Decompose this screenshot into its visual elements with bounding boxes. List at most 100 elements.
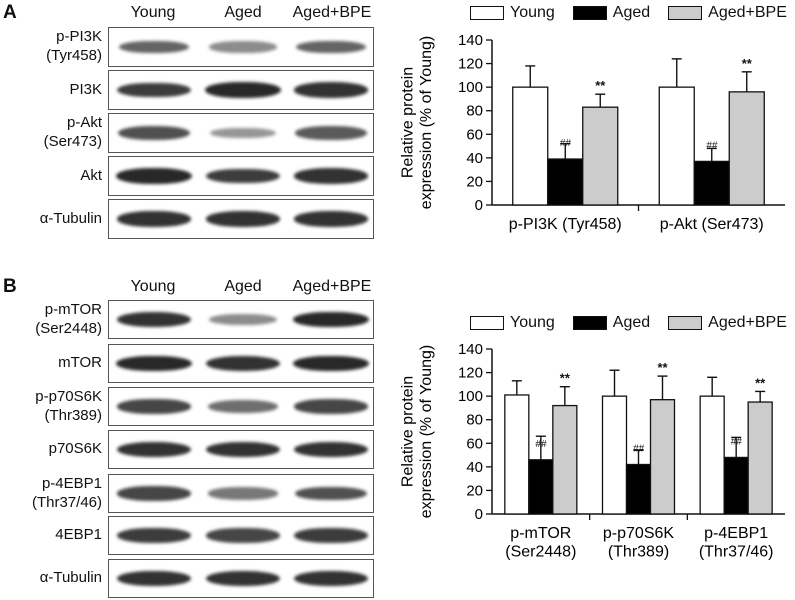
- x-category-label: p-Akt (Ser473): [660, 216, 764, 233]
- y-axis-label-line: Relative protein: [399, 376, 416, 487]
- y-tick-label: 100: [458, 79, 483, 96]
- blot-row-label-p-pi3k-tyr458: p-PI3K (Tyr458): [0, 27, 102, 65]
- blot-band: [293, 355, 369, 372]
- blot-band: [293, 570, 369, 587]
- blot-row-label-line: p70S6K: [48, 440, 102, 457]
- y-tick-label: 120: [458, 56, 483, 73]
- blot-row-label-line: (Thr389): [44, 406, 102, 424]
- legend-a-aged: Aged: [572, 2, 651, 24]
- significance-mark: ##: [535, 439, 547, 450]
- chart-b: Relative proteinexpression (% of Young) 0…: [399, 341, 785, 560]
- significance-mark: **: [755, 375, 766, 390]
- x-category-label: p-PI3K (Tyr458): [509, 216, 622, 233]
- blot-band: [116, 311, 192, 328]
- y-tick-label: 0: [475, 506, 483, 523]
- blot-band: [118, 40, 190, 54]
- blot-band: [293, 211, 369, 227]
- blot-row-label-line: p-Akt: [66, 114, 102, 131]
- blot-band: [116, 441, 192, 458]
- blot-band: [205, 570, 281, 587]
- bar-aged-bpe-2: [728, 91, 765, 206]
- legend-a-young-label: Young: [510, 4, 555, 21]
- bar-young-1: [504, 394, 530, 515]
- blot-row-label-p-mtor-ser2448: p-mTOR (Ser2448): [0, 300, 102, 338]
- y-tick-label: 120: [458, 365, 483, 382]
- blot-band: [117, 82, 191, 98]
- panel-a-letter: A: [3, 2, 17, 23]
- blot-strip-pi3k: [108, 70, 374, 110]
- x-category-label-line: (Thr37/46): [699, 543, 774, 560]
- blot-band: [293, 82, 369, 98]
- blot-band: [209, 313, 277, 326]
- bar-aged-1: [547, 158, 584, 206]
- blot-band: [208, 400, 278, 413]
- blot-band: [205, 211, 281, 227]
- significance-mark: ##: [560, 138, 572, 149]
- x-category-label-line: (Ser2448): [505, 543, 576, 560]
- blot-row-label-line: Akt: [80, 166, 102, 184]
- blot-row-label-4ebp1: 4EBP1: [0, 525, 102, 544]
- blot-row-label-mtor: mTOR: [0, 353, 102, 372]
- legend-a-aged-bpe: Aged+BPE: [668, 2, 787, 24]
- legend-a: Young Aged Aged+BPE: [470, 2, 790, 24]
- blot-b-header-aged: Aged: [224, 278, 262, 295]
- blot-band: [206, 168, 280, 184]
- blot-a-header-aged-bpe: Aged+BPE: [292, 4, 372, 21]
- blot-band: [116, 168, 192, 184]
- blot-strip-p-p70s6k-thr389: [108, 387, 374, 426]
- blot-strip-p-akt-ser473: [108, 113, 374, 153]
- legend-swatch-young: [470, 316, 504, 330]
- bar-young-3: [699, 395, 725, 515]
- blot-a-header-aged: Aged: [224, 4, 262, 21]
- blot-band: [116, 570, 192, 587]
- blot-row-label-pi3k: PI3K: [0, 80, 102, 99]
- x-category-label-line: p-Akt (Ser473): [660, 216, 764, 233]
- y-tick-label: 20: [466, 482, 483, 499]
- y-axis-label-line: Relative protein: [399, 67, 416, 178]
- legend-b-aged-label: Aged: [612, 314, 651, 331]
- y-axis-label: Relative proteinexpression (% of Young): [399, 36, 434, 209]
- bar-aged-bpe-3: [747, 401, 773, 515]
- blot-strip-tubulin: [108, 559, 374, 598]
- y-tick-label: 80: [466, 412, 483, 429]
- blot-row-label-line: (Ser2448): [35, 319, 102, 337]
- x-category-label-line: p-p70S6K: [603, 525, 674, 542]
- significance-mark: **: [742, 56, 753, 71]
- y-tick-label: 100: [458, 388, 483, 405]
- legend-b-young: Young: [470, 312, 555, 334]
- legend-a-aged-bpe-label: Aged+BPE: [708, 4, 787, 21]
- blot-row-label-line: (Tyr458): [46, 47, 102, 64]
- legend-b-aged-bpe: Aged+BPE: [668, 312, 787, 334]
- x-category-label-line: p-PI3K (Tyr458): [509, 216, 622, 233]
- blot-row-label-line: 4EBP1: [55, 526, 102, 543]
- blot-row-label-line: p-PI3K: [56, 28, 102, 45]
- blot-band: [295, 40, 367, 54]
- blot-row-label-line: p-p70S6K: [35, 387, 102, 405]
- blot-band: [294, 399, 368, 414]
- blot-strip-p-mtor-ser2448: [108, 300, 374, 339]
- blot-strip-tubulin: [108, 199, 374, 239]
- blot-row-label-line: α-Tubulin: [39, 209, 102, 227]
- blot-row-label-tubulin: α-Tubulin: [0, 209, 102, 228]
- bar-young-2: [601, 395, 628, 515]
- x-category-label: p-p70S6K (Thr389): [603, 525, 674, 560]
- panel-b-western-blot: Young Aged Aged+BPE p-mTOR (Ser2448) mTOR p…: [0, 270, 390, 600]
- y-tick-label: 140: [458, 32, 483, 49]
- blot-row-label-line: PI3K: [69, 80, 102, 98]
- blot-band: [294, 486, 368, 501]
- blot-row-label-tubulin: α-Tubulin: [0, 568, 102, 587]
- legend-a-aged-label: Aged: [612, 4, 651, 21]
- blot-band: [294, 528, 368, 543]
- bar-aged-bpe-2: [649, 399, 676, 515]
- legend-swatch-aged-bpe: [668, 316, 703, 330]
- legend-swatch-aged: [572, 6, 607, 20]
- significance-mark: **: [560, 371, 571, 386]
- legend-b-young-label: Young: [510, 314, 555, 331]
- legend-swatch-aged: [572, 316, 607, 330]
- blot-strip-p-4ebp1-thr37-46: [108, 474, 374, 513]
- blot-band: [116, 355, 192, 372]
- blot-band: [117, 399, 191, 414]
- blot-band: [205, 82, 281, 98]
- blot-b-header-young: Young: [130, 278, 176, 295]
- x-category-label-line: (Thr389): [608, 543, 669, 560]
